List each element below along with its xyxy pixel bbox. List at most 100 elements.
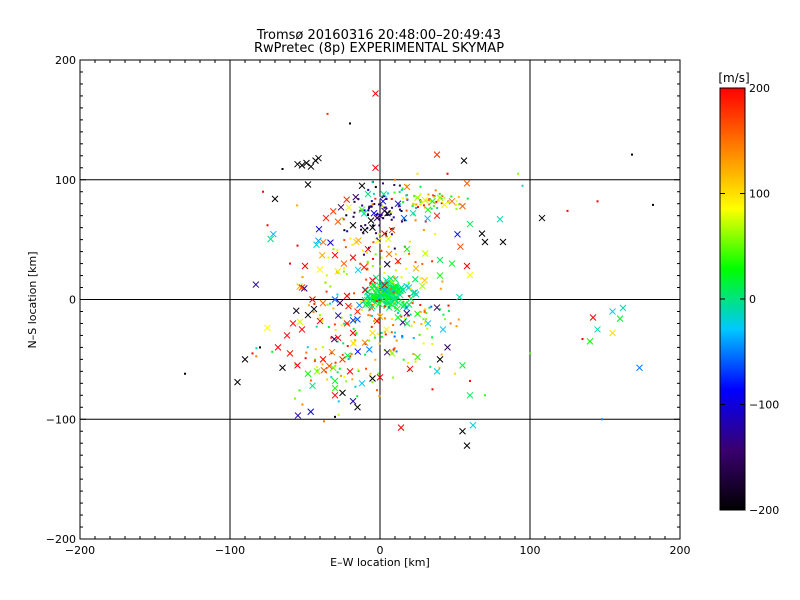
- data-point-dot: [402, 358, 405, 361]
- data-point-dot: [381, 196, 384, 199]
- data-point-dot: [350, 353, 353, 356]
- data-point-dot: [383, 317, 386, 320]
- data-point-dot: [349, 237, 352, 240]
- data-point-cross: [393, 287, 401, 295]
- data-point-cross: [433, 367, 441, 375]
- data-point-dot: [281, 167, 284, 170]
- data-point-cross: [349, 254, 357, 261]
- data-point-dot: [384, 206, 387, 209]
- data-point-cross: [319, 356, 327, 363]
- data-point-cross: [346, 367, 354, 375]
- data-point-cross: [619, 304, 627, 312]
- data-point-dot: [448, 200, 451, 203]
- data-point-dot: [398, 190, 401, 193]
- data-point-cross: [354, 403, 361, 411]
- data-point-cross: [349, 329, 357, 337]
- data-point-cross: [412, 265, 420, 272]
- x-tick-label: −200: [65, 544, 95, 557]
- data-point-dot: [408, 240, 411, 243]
- data-point-dot: [357, 370, 360, 373]
- data-point-cross: [441, 201, 448, 209]
- data-point-dot: [424, 308, 427, 311]
- data-point-dot: [419, 185, 422, 188]
- colorbar: [m/s] 200 100 0 −100 −200: [718, 71, 779, 517]
- data-point-cross: [352, 193, 360, 201]
- data-point-dot: [355, 332, 358, 335]
- data-point-dot: [369, 282, 372, 285]
- data-point-dot: [426, 327, 429, 330]
- data-point-dot: [438, 308, 441, 311]
- data-point-cross: [354, 308, 361, 315]
- data-point-dot: [411, 204, 414, 207]
- data-point-dot: [454, 372, 456, 375]
- data-point-dot: [517, 172, 519, 175]
- data-point-cross: [406, 365, 414, 373]
- data-point-dot: [357, 368, 360, 371]
- data-point-dot: [259, 346, 261, 349]
- colorbar-unit-label: [m/s]: [718, 71, 749, 85]
- data-point-dot: [387, 306, 390, 309]
- data-point-cross: [385, 250, 393, 258]
- data-point-dot: [421, 262, 424, 265]
- data-point-dot: [298, 389, 301, 392]
- data-point-dot: [367, 188, 370, 191]
- data-point-cross: [459, 202, 466, 210]
- data-point-dot: [454, 203, 457, 206]
- data-point-dot: [377, 284, 380, 287]
- data-point-dot: [363, 209, 366, 212]
- data-point-dot: [438, 366, 441, 369]
- data-point-dot: [601, 418, 603, 421]
- data-point-dot: [351, 378, 354, 381]
- data-point-dot: [457, 196, 460, 199]
- data-point-cross: [369, 276, 376, 284]
- data-point-dot: [321, 346, 324, 349]
- data-point-dot: [362, 232, 365, 235]
- data-point-cross: [319, 238, 327, 246]
- data-point-dot: [381, 182, 384, 185]
- data-point-cross: [300, 284, 308, 292]
- data-point-cross: [361, 226, 369, 234]
- data-point-cross: [319, 299, 327, 307]
- data-point-cross: [361, 286, 369, 294]
- data-point-dot: [353, 338, 356, 341]
- data-point-dot: [342, 267, 345, 270]
- data-point-dot: [409, 313, 412, 316]
- data-point-cross: [352, 238, 360, 246]
- data-point-dot: [387, 245, 390, 248]
- data-point-dot: [434, 189, 437, 192]
- data-point-cross: [339, 356, 346, 363]
- data-point-dot: [370, 205, 373, 208]
- data-point-cross: [320, 366, 328, 374]
- data-point-dot: [360, 228, 363, 231]
- data-point-cross: [394, 200, 402, 208]
- data-point-dot: [405, 197, 408, 200]
- colorbar-tick-label: −100: [749, 399, 779, 412]
- data-point-dot: [437, 199, 440, 202]
- data-point-cross: [403, 245, 411, 253]
- data-point-cross: [594, 326, 601, 333]
- data-point-dot: [455, 200, 458, 203]
- data-point-dot: [581, 338, 584, 341]
- data-point-dot: [372, 257, 375, 260]
- data-point-dot: [375, 300, 378, 303]
- data-point-dot: [432, 204, 435, 207]
- data-point-cross: [344, 352, 351, 359]
- data-point-dot: [340, 316, 343, 319]
- data-point-dot: [395, 339, 398, 342]
- data-point-dot: [372, 241, 375, 244]
- data-point-cross: [466, 220, 474, 228]
- data-point-cross: [325, 362, 333, 370]
- data-point-cross: [294, 412, 302, 419]
- data-point-cross: [463, 442, 471, 449]
- data-point-cross: [307, 408, 315, 416]
- data-point-cross: [421, 276, 429, 284]
- data-point-dot: [397, 261, 400, 264]
- data-point-dot: [364, 342, 367, 345]
- data-point-dot: [371, 181, 374, 184]
- data-point-dot: [362, 253, 365, 256]
- data-point-dot: [455, 208, 458, 211]
- data-point-cross: [331, 384, 339, 392]
- data-point-dot: [361, 249, 364, 252]
- data-point-dot: [398, 202, 401, 205]
- data-point-dot: [424, 220, 427, 223]
